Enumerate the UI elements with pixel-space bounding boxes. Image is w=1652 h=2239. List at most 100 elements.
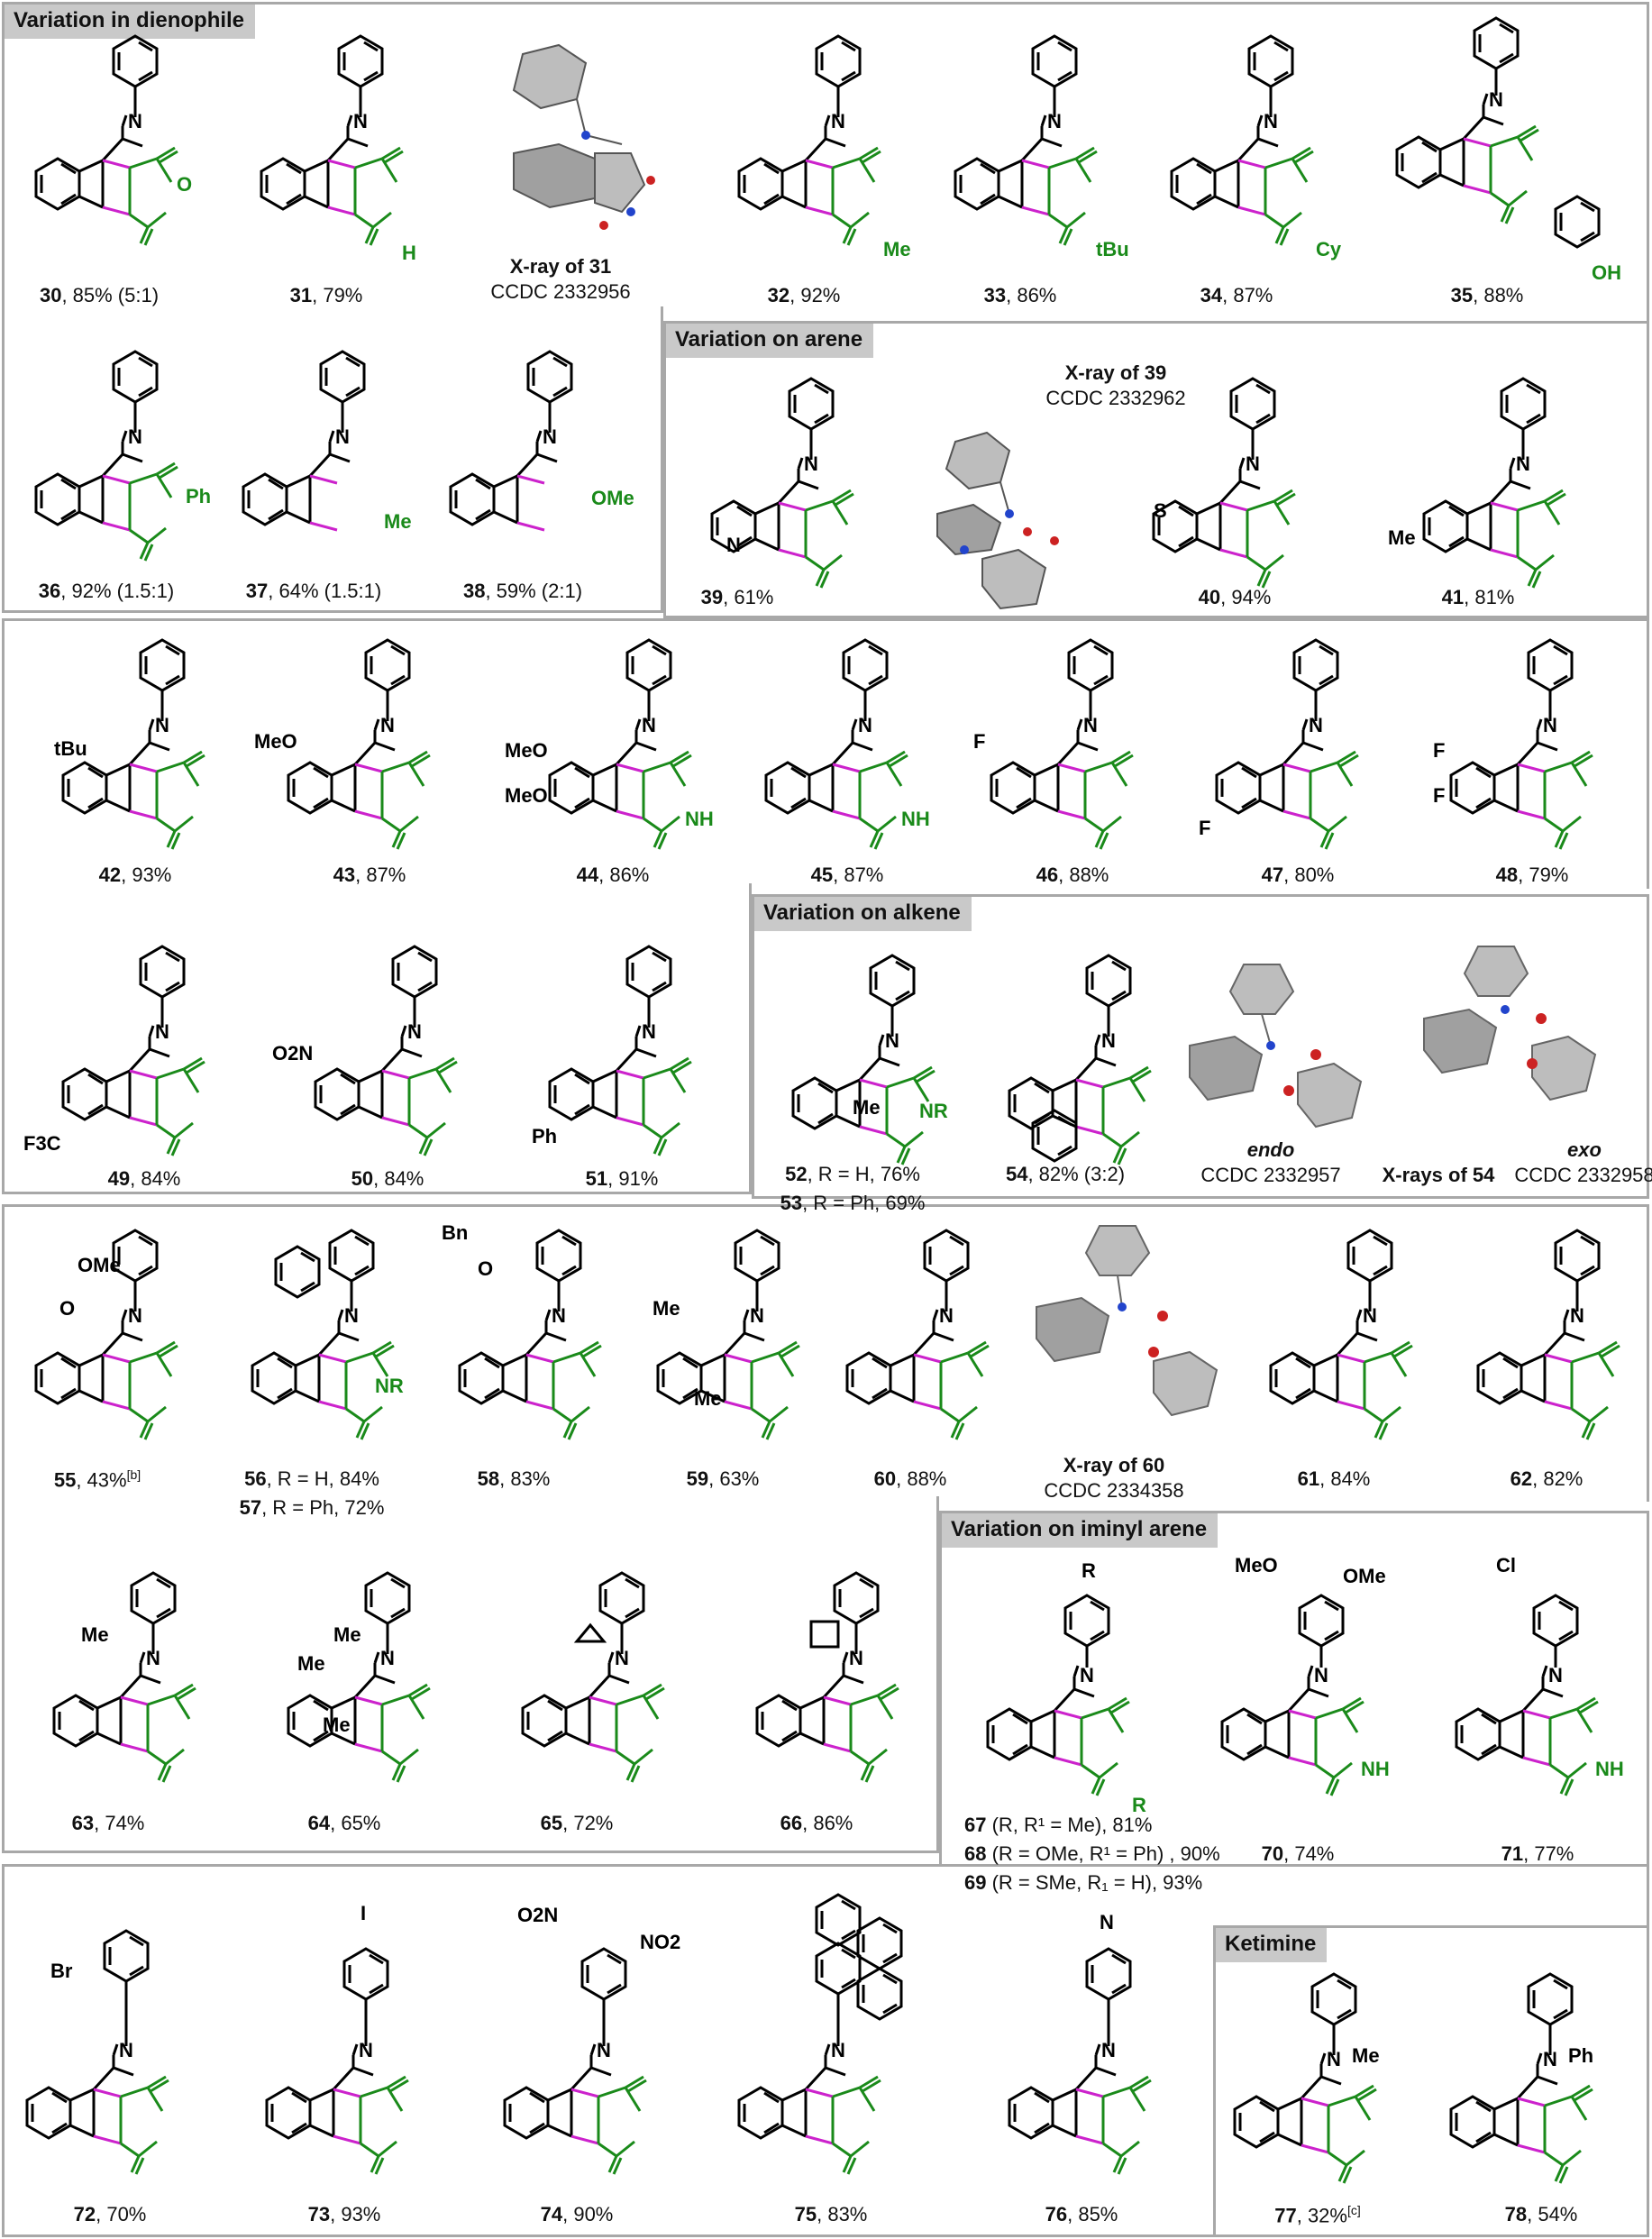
sub-46: F xyxy=(973,730,985,753)
atom-n: N xyxy=(831,2039,845,2061)
structure-52: N NR Me xyxy=(757,937,973,1172)
structure-72: N Br xyxy=(9,1902,225,2181)
atom-n: N xyxy=(353,110,368,133)
sub-41: Me xyxy=(1388,526,1416,549)
sub-59a: Me xyxy=(653,1297,680,1320)
structure-36: N Ph xyxy=(9,334,216,568)
xray-39-title: X-ray of xyxy=(1064,361,1145,384)
label-58: 58, 83% xyxy=(477,1467,551,1490)
atom-n: N xyxy=(642,714,656,736)
structure-34: N Cy xyxy=(1145,18,1352,261)
label-39: 39, 61% xyxy=(700,586,774,608)
sub-49: F3C xyxy=(23,1132,61,1155)
label-30: 30, 85% (5:1) xyxy=(39,284,160,306)
sub-70a: MeO xyxy=(1235,1554,1278,1576)
sub-36: Ph xyxy=(186,485,211,507)
sub-31: H xyxy=(402,242,416,261)
label-65: 65, 72% xyxy=(540,1812,614,1834)
xray-60-caption: X-ray of 60 CCDC 2334358 xyxy=(1044,1454,1184,1502)
sub-58b: O xyxy=(478,1257,493,1280)
structure-67: R N R xyxy=(955,1550,1181,1812)
label-67: 67 (R, R¹ = Me), 81% xyxy=(964,1814,1153,1836)
xray-54-exo-ccdc: CCDC 2332958 xyxy=(1514,1164,1652,1186)
atom-n: N xyxy=(1543,714,1557,736)
atom-n: N xyxy=(615,1647,629,1669)
structure-74: N O2N NO2 xyxy=(469,1893,703,2181)
label-40: 40, 94% xyxy=(1198,586,1272,608)
label-76: 76, 85% xyxy=(1045,2203,1118,2225)
structure-56: N NR xyxy=(216,1212,433,1447)
sub-32: Me xyxy=(883,238,911,260)
label-44: 44, 86% xyxy=(576,864,650,886)
sub-55b: O xyxy=(59,1297,75,1320)
panel-title-arene: Variation on arene xyxy=(666,324,874,358)
atom-n: N xyxy=(1570,1304,1584,1327)
label-78: 78, 54% xyxy=(1504,2203,1578,2225)
panel-arene: Variation on arene xyxy=(663,321,1649,618)
sub-51: Ph xyxy=(532,1125,557,1147)
label-74: 74, 90% xyxy=(540,2203,614,2225)
sub-70b: OMe xyxy=(1343,1565,1386,1587)
xray-54-exo-label: exo xyxy=(1567,1138,1602,1161)
label-72: 72, 70% xyxy=(73,2203,147,2225)
label-77: 77, 32%[c] xyxy=(1274,2203,1361,2227)
structure-40: N S xyxy=(1127,361,1334,595)
atom-n: N xyxy=(849,1647,863,1669)
atom-n: N xyxy=(543,425,557,448)
structure-64: N Me Me Me xyxy=(243,1555,469,1798)
structure-62: N xyxy=(1442,1212,1649,1447)
sub-52me: Me xyxy=(853,1096,881,1119)
atom-n: N xyxy=(1309,714,1323,736)
atom-n: N xyxy=(1047,110,1062,133)
label-49: 49, 84% xyxy=(107,1167,181,1190)
label-59: 59, 63% xyxy=(686,1467,760,1490)
structure-71: N Cl NH xyxy=(1424,1550,1649,1812)
structure-65: N xyxy=(478,1555,703,1798)
structure-41: N Me xyxy=(1370,361,1622,595)
atom-n: N xyxy=(750,1304,764,1327)
sub-44nh: NH xyxy=(685,808,714,830)
label-69: 69 (R = SMe, R₁ = H), 93% xyxy=(964,1871,1203,1894)
atom-n: N xyxy=(1327,2048,1341,2070)
atom-n: N xyxy=(155,1020,169,1043)
structure-35: N OH xyxy=(1379,9,1640,288)
sub-59b: Me xyxy=(694,1387,722,1410)
structure-44: N MeO MeO NH xyxy=(487,622,730,856)
xray-31-id: 31 xyxy=(589,255,612,278)
atom-n: N xyxy=(146,1647,160,1669)
atom-n: N xyxy=(939,1304,954,1327)
atom-n: N xyxy=(552,1304,566,1327)
sub-67r1: R xyxy=(1132,1794,1146,1812)
panel-title-ketimine: Ketimine xyxy=(1216,1928,1328,1962)
structure-49: N F3C xyxy=(18,928,252,1163)
sub-40: S xyxy=(1154,499,1167,522)
sub-56r: NR xyxy=(375,1375,404,1397)
structure-77: N Me xyxy=(1217,1956,1433,2190)
structure-59: N Me Me xyxy=(622,1212,829,1447)
atom-n: N xyxy=(335,425,350,448)
sub-64b: Me xyxy=(297,1652,325,1675)
sub-43: MeO xyxy=(254,730,297,753)
sub-48a: F xyxy=(1433,739,1445,762)
sub-71nh: NH xyxy=(1595,1758,1624,1780)
label-31: 31, 79% xyxy=(289,284,363,306)
sub-73: I xyxy=(361,1902,366,1924)
atom-n: N xyxy=(1083,714,1098,736)
label-32: 32, 92% xyxy=(767,284,841,306)
atom-n: N xyxy=(597,2039,611,2061)
structure-51: N Ph xyxy=(514,928,730,1163)
sub-55a: OMe xyxy=(78,1254,121,1276)
atom-n: N xyxy=(642,1020,656,1043)
xray-39-caption: X-ray of 39 CCDC 2332962 xyxy=(1045,361,1185,411)
panel-arene-lower2 xyxy=(2,883,752,1194)
label-68: 68 (R = OMe, R¹ = Ph) , 90% xyxy=(964,1842,1220,1865)
xray-54-endo-label: endo xyxy=(1246,1138,1295,1161)
sub-71a: Cl xyxy=(1496,1554,1516,1576)
panel-alkene-lower2 xyxy=(2,1496,939,1853)
atom-n: N xyxy=(359,2039,373,2061)
sub-52r: NR xyxy=(919,1100,948,1122)
structure-43: N MeO xyxy=(243,622,478,856)
